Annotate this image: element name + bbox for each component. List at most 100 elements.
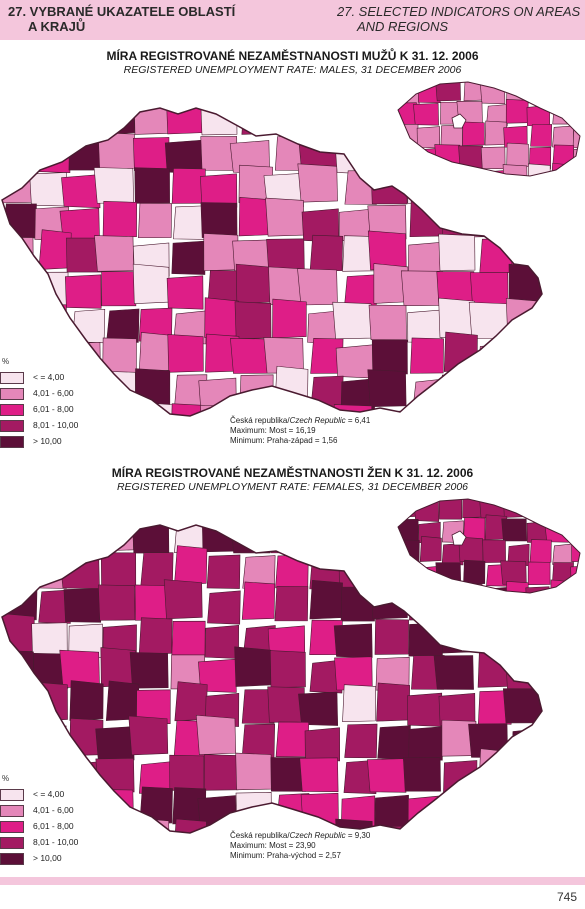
map1-district [297,163,338,203]
map1-stats-cr-label: Česká republika/ [230,416,290,425]
map1-district [68,135,103,171]
map1-district [545,343,579,376]
map1-legend-label: 8,01 - 10,00 [33,420,79,430]
map2-district [269,525,306,554]
map2-district [163,579,203,620]
map1-inset-region [439,166,463,176]
map1-inset-region [527,163,551,176]
map1-district [444,409,479,416]
map2-district [173,818,207,833]
map1-district [309,234,344,272]
map1-district [235,263,272,304]
map2-inset-region [438,499,463,520]
map1-district [367,369,407,408]
map2-district [93,525,134,552]
map2-stats-cr-label: Česká republika/ [230,831,290,840]
map2-district [138,617,173,655]
map2-district [131,525,170,554]
map1-subtitle: REGISTERED UNEMPLOYMENT RATE: MALES, 31 … [123,64,462,76]
map2-district [539,791,542,827]
map2-district [408,622,443,658]
map2-inset-region [419,535,442,562]
map1-district [539,308,542,343]
map1-district [505,336,542,374]
map1-inset-region [484,120,507,146]
map2-inset-region [570,565,580,588]
map1-legend-swatch [0,404,24,416]
map2-inset-region [525,586,550,593]
map1-inset-region [398,145,420,169]
map1-district [200,202,238,238]
map1-district [31,108,68,140]
map2-inset-region [529,539,552,563]
map1-district [102,200,137,238]
map2-legend-label: > 10,00 [33,853,62,863]
map2-district [477,827,512,833]
map1-district [234,301,272,340]
map2-district [241,581,276,620]
map2-district [342,684,376,723]
map1-district [167,334,204,373]
map2-district [206,554,241,589]
map2-inset-region [398,560,421,585]
map2-district [374,618,409,655]
map1-district [93,167,134,204]
map2-inset-regions [397,498,581,594]
map2-legend-row: 6,01 - 8,00 [0,821,140,833]
map1-district [200,108,238,136]
map1-district [514,400,542,416]
map2-district [95,757,135,793]
map2-inset-region [500,560,527,585]
section-title-en: 27. SELECTED INDICATORS ON AREAS AND REG… [337,4,580,34]
map1-title: MÍRA REGISTROVANÉ NEZAMĚSTNANOSTI MUŽŮ K… [106,49,479,63]
map1-district [468,301,509,340]
map1-district [442,201,477,238]
map1-district [407,167,443,204]
map1-district [368,304,407,341]
map2-inset-region [574,583,580,593]
map1-district [469,200,509,238]
header-band: 27. VYBRANÉ UKAZATELE OBLASTÍ A KRAJŮ 27… [0,0,585,40]
map2-legend-swatch [0,853,24,865]
map2-district [128,715,169,756]
map2-legend-swatch [0,789,24,801]
map1-district [476,412,511,416]
map2-inset-region [570,517,580,542]
map2-district [198,658,237,693]
map1-district [408,241,443,276]
section-title-cz: 27. VYBRANÉ UKAZATELE OBLASTÍ A KRAJŮ [8,4,235,34]
map1-legend-swatch [0,436,24,448]
map2-legend-swatch [0,821,24,833]
map1-district [62,342,101,377]
map1-legend-swatch [0,420,24,432]
map2-inset-region [456,583,483,593]
map1-district [102,337,137,374]
map2-stats-cr-value: = 9,30 [345,831,371,840]
map2-stats-cr: Česká republika/Czech Republic = 9,30 [230,831,370,841]
map2-district [95,726,135,761]
map1-district [265,197,305,237]
section-title-en-line2: AND REGIONS [357,19,449,34]
map2-district [536,818,542,833]
map1-district [2,298,35,339]
map2-district [69,525,104,557]
map1-district [332,301,373,340]
map1-stats-min: Minimum: Praha-západ = 1,56 [230,436,338,445]
map1-district [536,239,542,274]
map1-district [409,199,444,238]
map1-district [64,274,102,309]
map2-district [501,625,542,660]
map2-district [344,723,378,759]
map1-inset-region [413,103,439,126]
map1-district [33,271,69,307]
map2-legend-row: 8,01 - 10,00 [0,837,140,849]
map2-district [105,680,140,721]
map1-legend-label: > 10,00 [33,436,62,446]
map2-choropleth [1,498,581,834]
map1-district [541,404,542,416]
map2-district [174,545,208,586]
map2-district [204,624,240,659]
map2-inset-region [463,559,486,585]
map1-district [171,240,206,275]
map1-district [170,403,206,416]
